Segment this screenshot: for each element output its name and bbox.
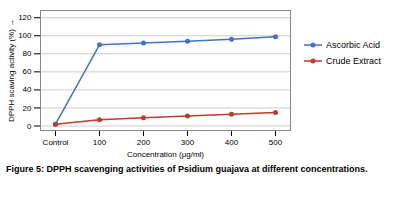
svg-text:400: 400	[225, 138, 239, 147]
svg-text:DPPH scaving activity (%) →: DPPH scaving activity (%) →	[7, 19, 16, 122]
svg-text:0: 0	[27, 122, 32, 131]
svg-text:20: 20	[23, 104, 32, 113]
svg-text:Control: Control	[43, 138, 69, 147]
svg-text:100: 100	[18, 31, 32, 40]
html-text:Ascorbic Acid: Ascorbic Acid	[326, 40, 380, 50]
svg-text:60: 60	[23, 67, 32, 76]
svg-text:500: 500	[269, 138, 283, 147]
svg-text:100: 100	[93, 138, 107, 147]
svg-text:Concentration (μg/ml): Concentration (μg/ml)	[127, 150, 204, 159]
svg-text:80: 80	[23, 49, 32, 58]
svg-text:200: 200	[137, 138, 151, 147]
svg-text:120: 120	[18, 13, 32, 22]
html-text:Figure 5: DPPH scavenging acti: Figure 5: DPPH scavenging activities of …	[6, 164, 368, 174]
svg-text:300: 300	[181, 138, 195, 147]
svg-text:40: 40	[23, 85, 32, 94]
html-text:Crude Extract: Crude Extract	[326, 56, 381, 66]
